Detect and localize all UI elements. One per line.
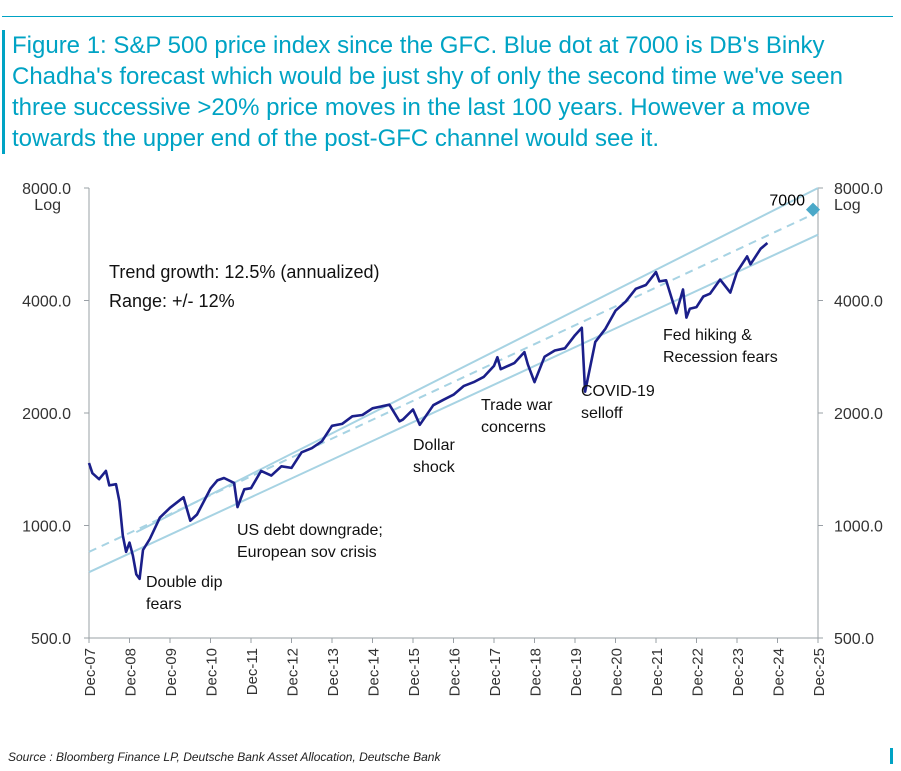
title-accent-bar bbox=[2, 30, 5, 154]
annotation-text: shock bbox=[413, 459, 456, 476]
y-axis-label-left: Log bbox=[34, 197, 61, 214]
y-tick-label-left: 8000.0 bbox=[22, 181, 71, 198]
annotation-text: US debt downgrade; bbox=[237, 522, 383, 539]
lower-channel-line bbox=[88, 233, 819, 574]
x-tick-label: Dec-10 bbox=[204, 648, 221, 696]
y-tick-label-left: 1000.0 bbox=[22, 519, 71, 536]
x-tick-label: Dec-19 bbox=[568, 648, 585, 696]
annotation-text: European sov crisis bbox=[237, 544, 377, 561]
x-tick-label: Dec-07 bbox=[82, 648, 99, 696]
annotation-text: Double dip bbox=[146, 574, 223, 591]
x-tick-label: Dec-13 bbox=[325, 648, 342, 696]
y-tick-label-right: 8000.0 bbox=[834, 181, 883, 198]
x-tick-label: Dec-18 bbox=[528, 648, 545, 696]
annotation-text: concerns bbox=[481, 419, 546, 436]
x-tick-label: Dec-09 bbox=[163, 648, 180, 696]
annotation-text: COVID-19 bbox=[581, 383, 655, 400]
upper-channel-line bbox=[135, 187, 819, 533]
y-tick-label-right: 500.0 bbox=[834, 631, 874, 648]
x-tick-label: Dec-12 bbox=[285, 648, 302, 696]
x-tick-label: Dec-22 bbox=[690, 648, 707, 696]
x-tick-label: Dec-21 bbox=[649, 648, 666, 696]
annotation-text: selloff bbox=[581, 405, 623, 422]
x-tick-label: Dec-14 bbox=[366, 648, 383, 696]
x-tick-label: Dec-15 bbox=[406, 648, 423, 696]
source-note: Source : Bloomberg Finance LP, Deutsche … bbox=[8, 750, 441, 764]
y-tick-label-left: 2000.0 bbox=[22, 406, 71, 423]
y-tick-label-left: 4000.0 bbox=[22, 294, 71, 311]
annotation-text: Recession fears bbox=[663, 349, 778, 366]
x-tick-label: Dec-16 bbox=[447, 648, 464, 696]
annotation-text: Trend growth: 12.5% (annualized) bbox=[109, 262, 379, 282]
forecast-point bbox=[805, 202, 821, 217]
annotation-text: fears bbox=[146, 596, 182, 613]
y-tick-label-right: 1000.0 bbox=[834, 519, 883, 536]
x-tick-label: Dec-23 bbox=[730, 648, 747, 696]
y-axis-label-right: Log bbox=[834, 197, 861, 214]
chart: 500.0 500.0 1000.0 1000.0 2000.0 2000.0 4000.0… bbox=[22, 181, 883, 696]
annotation-text: Range: +/- 12% bbox=[109, 291, 235, 311]
x-tick-label: Dec-20 bbox=[609, 648, 626, 696]
forecast-label: 7000 bbox=[769, 193, 805, 210]
x-tick-label: Dec-08 bbox=[123, 648, 140, 696]
price-series-line bbox=[87, 242, 769, 581]
plot-area: 500.0 500.0 1000.0 1000.0 2000.0 2000.0 4000.0… bbox=[22, 181, 883, 696]
bottom-accent-bar bbox=[890, 748, 893, 764]
y-tick-label-right: 2000.0 bbox=[834, 406, 883, 423]
figure-title: Figure 1: S&P 500 price index since the … bbox=[12, 32, 843, 152]
x-tick-label: Dec-11 bbox=[244, 648, 261, 695]
annotation-text: Fed hiking & bbox=[663, 327, 752, 344]
annotation-text: Trade war bbox=[481, 397, 553, 414]
x-tick-label: Dec-17 bbox=[487, 648, 504, 696]
x-tick-label: Dec-24 bbox=[771, 648, 788, 696]
x-tick-label: Dec-25 bbox=[811, 648, 828, 696]
top-rule bbox=[2, 16, 893, 17]
annotation-text: Dollar bbox=[413, 437, 455, 454]
y-tick-label-left: 500.0 bbox=[31, 631, 71, 648]
y-tick-label-right: 4000.0 bbox=[834, 294, 883, 311]
